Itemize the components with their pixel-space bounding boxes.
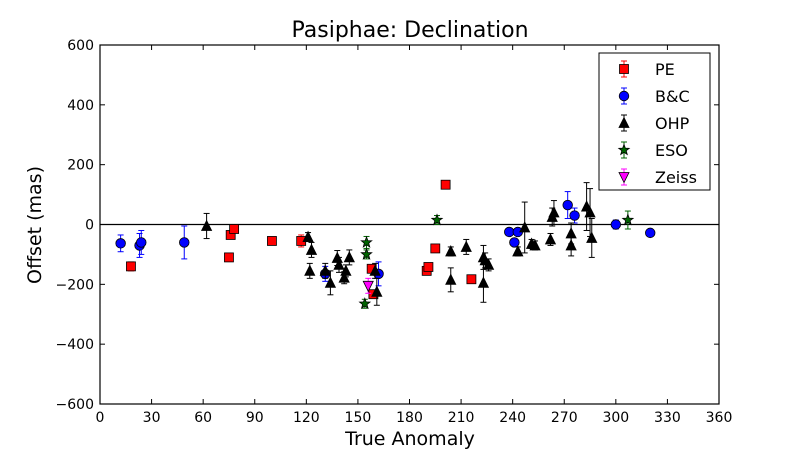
legend-item-ohp: OHP [618,114,690,133]
data-point-ohp [529,239,541,251]
data-point-ohp [544,233,557,245]
data-point-pe [430,243,441,254]
data-point-b-c [136,237,147,248]
legend-label-pe: PE [655,60,675,79]
data-point-ohp [477,276,490,288]
legend-marker-ohp [618,116,630,128]
data-point-ohp [519,221,531,233]
series-pe [126,179,477,300]
x-tick-label: 300 [602,410,629,426]
data-point-pe [466,274,477,285]
chart-title: Pasiphae: Declination [291,18,528,43]
legend-label-ohp: OHP [655,114,690,133]
data-point-ohp [512,245,524,257]
x-tick-label: 270 [551,410,578,426]
data-point-b-c [504,226,515,238]
data-point-eso [360,235,373,248]
plot-area: 0 30 60 90 120 150 180 210 240 270 300 330 360 −600 −4… [56,38,733,426]
y-tick-label: 400 [67,98,94,114]
data-point-b-c [115,238,126,249]
data-point-ohp [369,264,381,276]
legend-item-b-c: B&C [618,87,690,106]
series-eso [358,210,635,310]
data-point-ohp [343,251,355,263]
data-point-ohp [340,264,352,276]
data-point-b-c [645,227,656,239]
legend-marker-pe [619,64,629,74]
data-point-pe [423,262,434,272]
data-point-ohp [584,206,596,218]
legend-box [598,52,711,191]
data-point-ohp [305,243,318,255]
legend-item-zeiss: Zeiss [618,168,697,187]
x-tick-label: 90 [246,410,264,426]
legend-marker-eso [617,143,631,156]
data-point-pe [224,252,234,263]
data-point-eso [360,247,373,260]
data-point-b-c [610,219,622,230]
x-tick-label: 330 [654,410,681,426]
legend-item-eso: ESO [617,141,688,160]
x-tick-label: 180 [396,410,423,426]
data-point-ohp [445,273,457,285]
x-tick-label: 150 [345,410,372,426]
data-point-b-c [569,210,580,221]
data-point-zeiss [362,280,374,293]
data-point-b-c [179,237,190,248]
data-point-ohp [371,285,383,297]
data-point-pe [267,236,277,246]
data-point-eso [358,297,372,310]
data-point-pe [126,261,136,272]
data-point-eso [430,213,444,226]
data-point-ohp [304,264,316,276]
y-tick-label: 200 [67,158,94,174]
y-tick-label: −400 [56,337,94,353]
y-axis-label: Offset (mas) [24,166,46,284]
legend-label-eso: ESO [655,141,688,160]
data-point-ohp [200,219,213,231]
data-point-pe [229,224,240,234]
legend-marker-b-c [618,90,630,102]
series-zeiss [362,277,374,294]
data-point-eso [621,213,635,226]
legend-item-pe: PE [619,60,675,79]
data-point-b-c [562,199,573,211]
legend-label-b-c: B&C [655,87,690,106]
x-tick-label: 60 [194,410,212,426]
series-b-c [115,191,656,287]
y-tick-label: −600 [56,397,94,413]
legend-label-zeiss: Zeiss [655,168,697,187]
x-tick-label: 0 [96,410,105,426]
data-point-ohp [565,239,577,251]
x-tick-label: 360 [706,410,733,426]
legend: PE B&C OHP ESO Zeiss [598,52,711,191]
data-point-ohp [548,206,560,218]
x-axis-label: True Anomaly [344,428,475,450]
data-point-ohp [333,258,345,270]
legend-marker-zeiss [618,172,630,184]
data-point-b-c [509,237,520,248]
series-ohp [200,182,598,306]
data-point-ohp [482,258,495,270]
data-point-ohp [324,276,337,288]
data-point-ohp [460,240,472,252]
x-tick-label: 210 [448,410,475,426]
y-tick-label: 600 [67,38,94,54]
x-tick-label: 30 [143,410,161,426]
y-tick-label: 0 [85,218,94,234]
y-tick-label: −200 [56,277,94,293]
x-tick-label: 120 [293,410,320,426]
data-point-ohp [586,231,598,243]
data-point-ohp [445,245,457,257]
data-point-pe [440,179,451,190]
x-tick-label: 240 [499,410,526,426]
data-point-ohp [302,230,314,242]
